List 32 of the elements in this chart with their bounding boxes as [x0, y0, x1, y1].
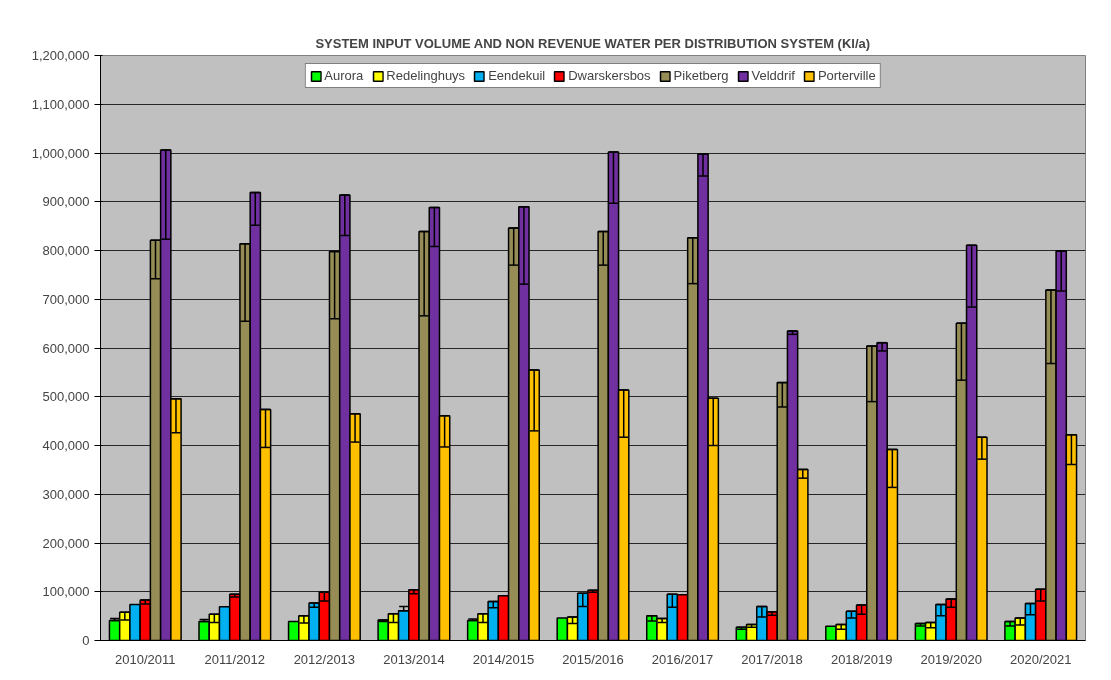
x-tick-label: 2016/2017 [651, 651, 714, 667]
legend-label: Dwarskersbos [568, 68, 651, 83]
x-tick-label: 2010/2011 [115, 651, 176, 667]
y-tick-label: 1,100,000 [31, 96, 90, 112]
x-tick-label: 2017/2018 [741, 651, 803, 667]
y-tick-label: 100,000 [42, 584, 90, 600]
legend-label: Redelinghuys [386, 68, 466, 83]
chart-title: SYSTEM INPUT VOLUME AND NON REVENUE WATER PER DISTRIBUTION SYSTEM (Kl/a) [315, 35, 871, 51]
legend-label: Aurora [324, 68, 364, 83]
y-tick-label: 1,200,000 [31, 48, 90, 63]
x-tick-label: 2012/2013 [293, 651, 356, 667]
x-tick-label: 2011/2012 [204, 651, 266, 667]
legend-label: Porterville [817, 68, 876, 83]
x-tick-label: 2013/2014 [383, 651, 445, 667]
y-tick-label: 400,000 [42, 438, 90, 453]
y-tick-label: 700,000 [42, 291, 90, 307]
x-tick-label: 2019/2020 [920, 651, 982, 667]
y-tick-label: 0 [82, 633, 90, 648]
x-tick-label: 2014/2015 [472, 651, 535, 667]
legend-label: Eendekuil [488, 68, 546, 83]
y-tick-label: 200,000 [42, 535, 90, 551]
y-tick-label: 300,000 [42, 486, 90, 502]
y-tick-label: 800,000 [42, 243, 90, 258]
legend-label: Velddrif [751, 68, 795, 83]
y-tick-label: 600,000 [42, 340, 90, 356]
y-tick-label: 900,000 [42, 194, 90, 210]
x-tick-label: 2020/2021 [1010, 651, 1072, 667]
x-tick-label: 2015/2016 [562, 651, 624, 667]
y-tick-label: 500,000 [42, 389, 90, 405]
legend-label: Piketberg [673, 68, 729, 83]
x-tick-label: 2018/2019 [830, 651, 893, 667]
y-tick-label: 1,000,000 [31, 145, 90, 161]
